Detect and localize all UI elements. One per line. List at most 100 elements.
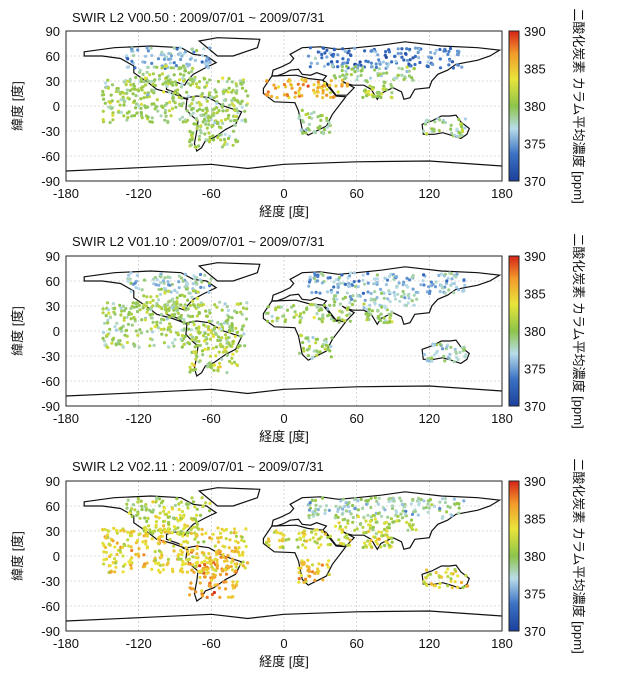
data-point bbox=[304, 78, 308, 82]
data-point bbox=[417, 56, 421, 60]
data-point bbox=[204, 122, 208, 126]
data-point bbox=[402, 280, 406, 284]
data-point bbox=[332, 52, 336, 56]
data-point bbox=[188, 304, 192, 308]
data-point bbox=[198, 128, 202, 132]
data-point bbox=[315, 279, 319, 283]
data-point bbox=[239, 82, 243, 86]
data-point bbox=[134, 552, 138, 557]
data-point bbox=[177, 507, 181, 512]
data-point bbox=[191, 131, 195, 135]
data-point bbox=[234, 82, 238, 86]
data-point bbox=[287, 537, 291, 541]
data-point bbox=[240, 312, 244, 316]
data-point bbox=[154, 496, 158, 500]
data-point bbox=[390, 320, 394, 324]
data-point bbox=[131, 282, 135, 286]
data-point bbox=[241, 324, 245, 329]
data-point bbox=[348, 295, 352, 299]
data-points bbox=[101, 271, 468, 375]
data-point bbox=[153, 83, 157, 87]
data-point bbox=[172, 304, 176, 308]
data-point bbox=[151, 298, 155, 303]
data-point bbox=[361, 545, 365, 550]
data-point bbox=[199, 131, 203, 135]
data-point bbox=[200, 532, 204, 536]
colorbar-label: 二酸化炭素 カラム平均濃度 [ppm] bbox=[571, 233, 586, 428]
data-point bbox=[446, 567, 450, 571]
data-point bbox=[184, 120, 188, 124]
data-point bbox=[351, 515, 355, 520]
data-point bbox=[183, 66, 187, 70]
data-point bbox=[402, 77, 406, 81]
data-point bbox=[315, 337, 320, 341]
y-tick-label: 60 bbox=[46, 499, 60, 514]
data-point bbox=[353, 299, 357, 303]
data-point bbox=[243, 566, 247, 570]
data-point bbox=[203, 85, 207, 89]
data-point bbox=[316, 508, 320, 512]
data-point bbox=[318, 504, 322, 509]
x-tick-label: 180 bbox=[491, 186, 513, 201]
data-point bbox=[171, 96, 175, 100]
data-point bbox=[392, 499, 396, 503]
data-point bbox=[270, 94, 274, 99]
data-point bbox=[227, 86, 231, 90]
data-point bbox=[356, 285, 360, 289]
data-point bbox=[367, 310, 371, 314]
data-point bbox=[373, 517, 377, 521]
x-tick-label: 60 bbox=[349, 186, 363, 201]
data-point bbox=[234, 118, 238, 123]
data-point bbox=[348, 319, 352, 323]
data-point bbox=[424, 575, 428, 580]
data-point bbox=[340, 68, 344, 73]
data-point bbox=[125, 506, 129, 510]
data-point bbox=[129, 83, 133, 87]
data-point bbox=[329, 95, 333, 99]
data-point bbox=[186, 506, 190, 510]
data-point bbox=[236, 540, 240, 545]
data-point bbox=[151, 82, 155, 86]
data-point bbox=[225, 371, 229, 375]
data-point bbox=[195, 126, 199, 130]
data-point bbox=[425, 583, 429, 588]
data-point bbox=[345, 84, 349, 88]
data-point bbox=[371, 528, 375, 532]
data-point bbox=[122, 80, 126, 84]
data-point bbox=[129, 289, 133, 293]
data-point bbox=[336, 53, 340, 57]
data-point bbox=[341, 497, 345, 501]
data-point bbox=[140, 504, 144, 508]
data-point bbox=[207, 319, 211, 323]
data-point bbox=[369, 291, 373, 296]
data-point bbox=[168, 299, 172, 303]
data-point bbox=[193, 531, 197, 535]
data-point bbox=[418, 60, 422, 65]
data-point bbox=[223, 140, 227, 144]
data-point bbox=[427, 291, 432, 296]
data-point bbox=[186, 549, 190, 554]
data-point bbox=[144, 83, 148, 87]
data-point bbox=[382, 316, 386, 320]
data-point bbox=[179, 500, 183, 504]
data-point bbox=[157, 504, 162, 508]
data-point bbox=[323, 508, 327, 512]
data-point bbox=[142, 294, 146, 298]
data-point bbox=[202, 76, 206, 80]
data-point bbox=[200, 92, 204, 96]
data-point bbox=[115, 541, 119, 545]
data-point bbox=[356, 69, 360, 73]
data-point bbox=[219, 555, 223, 559]
data-point bbox=[324, 504, 328, 508]
data-point bbox=[191, 66, 195, 70]
data-point bbox=[183, 272, 187, 276]
data-point bbox=[135, 102, 139, 106]
x-tick-label: -120 bbox=[126, 636, 152, 651]
data-point bbox=[198, 564, 202, 568]
data-point bbox=[199, 569, 203, 573]
data-point bbox=[145, 329, 149, 333]
data-point bbox=[180, 333, 185, 338]
data-point bbox=[400, 295, 404, 299]
data-point bbox=[187, 562, 191, 566]
data-point bbox=[402, 292, 406, 296]
